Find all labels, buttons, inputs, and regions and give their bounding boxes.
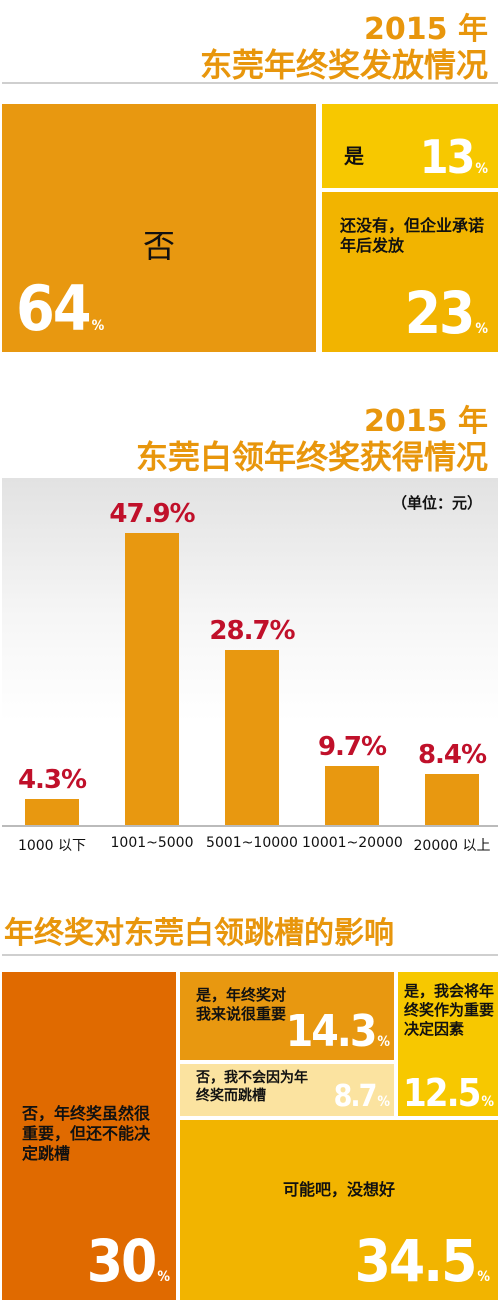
section2-year: 2015 年: [364, 404, 488, 439]
tile-not-decisive-percent: 30%: [86, 1227, 170, 1295]
section1-title: 东莞年终奖发放情况: [199, 46, 488, 84]
tile-important: 是，年终奖对我来说很重要 14.3%: [180, 972, 394, 1060]
tile-yes: 是 13%: [322, 104, 498, 188]
tile-no-percent: 64%: [16, 272, 105, 345]
tile-wont-jump-label: 否，我不会因为年终奖而跳槽: [196, 1070, 308, 1104]
category-label-2: 5001~10000: [206, 835, 298, 851]
tile-not-sure-label: 可能吧，没想好: [282, 1180, 395, 1199]
tile-decisive-factor-label: 是，我会将年终奖作为重要决定因素: [404, 982, 495, 1038]
chart-baseline: [2, 825, 498, 827]
tile-yes-percent: 13%: [419, 130, 488, 184]
tile-wont-jump-percent: 8.7%: [333, 1079, 390, 1114]
tile-wont-jump: 否，我不会因为年终奖而跳槽 8.7%: [180, 1064, 394, 1116]
tile-no: 否 64%: [2, 104, 316, 352]
chart-background: [2, 478, 498, 826]
tile-not-yet-label: 还没有，但企业承诺年后发放: [340, 216, 485, 255]
section1-divider: [2, 82, 498, 84]
tile-decisive-factor-percent: 12.5%: [403, 1071, 494, 1115]
category-label-0: 1000 以下: [17, 838, 87, 854]
tile-not-yet-percent: 23%: [404, 279, 488, 347]
tile-important-label: 是，年终奖对我来说很重要: [196, 986, 287, 1023]
section1-year: 2015 年: [364, 12, 488, 47]
category-label-4: 20000 以上: [413, 838, 491, 854]
tile-yes-label: 是: [344, 144, 364, 168]
category-label-3: 10001~20000: [302, 835, 403, 851]
category-label-1: 1001~5000: [110, 835, 194, 851]
tile-not-decisive: 否，年终奖虽然很重要，但还不能决定跳槽 30%: [2, 972, 176, 1300]
tile-not-decisive-label: 否，年终奖虽然很重要，但还不能决定跳槽: [22, 1104, 151, 1163]
chart-unit-note: （单位：元）: [391, 494, 482, 512]
tile-no-label: 否: [142, 227, 175, 265]
tile-not-yet: 还没有，但企业承诺年后发放 23%: [322, 192, 498, 352]
section3-title: 年终奖对东莞白领跳槽的影响: [4, 916, 394, 951]
tile-decisive-factor: 是，我会将年终奖作为重要决定因素 12.5%: [398, 972, 498, 1116]
section3-divider: [2, 954, 498, 956]
tile-important-percent: 14.3%: [285, 1006, 390, 1057]
tile-not-sure-percent: 34.5%: [354, 1227, 490, 1295]
tile-not-sure: 可能吧，没想好 34.5%: [180, 1120, 498, 1300]
section2-title: 东莞白领年终奖获得情况: [135, 438, 488, 476]
